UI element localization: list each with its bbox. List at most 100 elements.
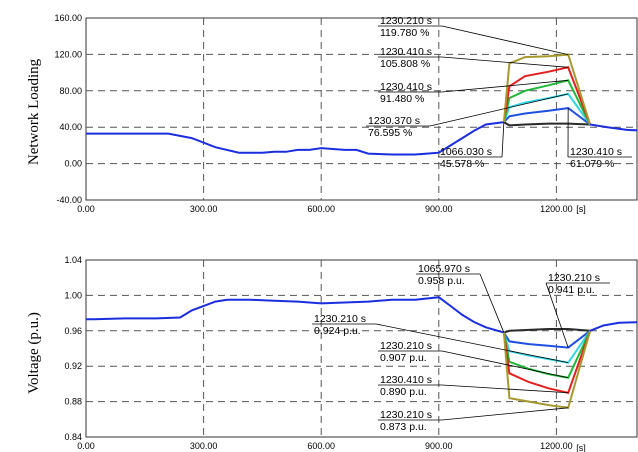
callout-time: 1230.410 s (380, 81, 432, 93)
callout-value: 0.907 p.u. (380, 352, 427, 364)
y-axis-label: Network Loading (26, 58, 42, 165)
callout-time: 1065.970 s (418, 263, 470, 275)
x-unit-label: [s] (576, 204, 586, 214)
x-tick-label: 300.00 (190, 204, 218, 214)
y-tick-label: 80.00 (59, 86, 82, 96)
callout-value: 0.958 p.u. (418, 275, 465, 287)
callout-value: 91.480 % (380, 93, 424, 105)
x-unit-label: [s] (576, 443, 586, 452)
y-tick-label: 0.92 (64, 361, 82, 371)
callout: 1230.210 s0.907 p.u. (378, 340, 569, 379)
y-tick-label: 160.00 (54, 13, 82, 23)
callout-leader (441, 384, 569, 394)
plot-frame (85, 259, 638, 438)
callout-leader (429, 93, 569, 127)
x-tick-label: 0.00 (77, 441, 95, 451)
callout-time: 1066.030 s (440, 146, 492, 158)
x-tick-label: 900.00 (425, 204, 453, 214)
grid (85, 17, 638, 201)
callout-leader (479, 273, 505, 333)
x-tick-label: 1200.00 (540, 441, 573, 451)
callout: 1230.410 s91.480 % (378, 79, 569, 105)
callout-leader (501, 122, 505, 158)
callout: 1065.970 s0.958 p.u. (416, 263, 505, 333)
callout-leader (441, 407, 569, 421)
series-line-3 (502, 79, 591, 125)
series-line-1 (503, 107, 591, 126)
callout-time: 1230.210 s (380, 15, 432, 27)
y-tick-label: 0.88 (64, 397, 82, 407)
y-tick-label: 0.84 (64, 432, 82, 442)
callout-value: 0.924 p.u. (314, 325, 361, 337)
callout-value: 0.873 p.u. (380, 421, 427, 433)
callout-time: 1230.410 s (570, 146, 622, 158)
callout-time: 1230.410 s (380, 46, 432, 58)
series-line-base (86, 121, 505, 156)
plot-lines (86, 53, 637, 156)
series-line-5 (502, 330, 592, 409)
plot-lines (86, 296, 637, 409)
callout-value: 76.595 % (368, 127, 412, 139)
y-tick-label: 120.00 (54, 49, 82, 59)
callout-value: 119.780 % (380, 27, 429, 39)
plot-frame (85, 17, 638, 201)
series-line-0 (503, 328, 591, 334)
callout: 1066.030 s45.578 % (438, 122, 505, 170)
callout-leader (441, 25, 569, 55)
series-line-2 (502, 330, 591, 364)
x-tick-label: 1200.00 (540, 204, 573, 214)
network-loading-panel: Network Loading 0.00 300.00 600.00 900.00 12… (26, 13, 638, 214)
y-tick-label: 0.96 (64, 326, 82, 336)
y-tick-label: -40.00 (56, 195, 82, 205)
series-line-tail (589, 321, 637, 332)
callout-leader (441, 56, 569, 68)
annotations: 1065.970 s0.958 p.u. 1230.210 s0.941 p.u.… (312, 263, 610, 433)
y-tick-label: 0.00 (64, 159, 82, 169)
x-tick-label: 900.00 (425, 441, 453, 451)
callout-leader (441, 350, 569, 379)
callout-value: 45.578 % (440, 158, 484, 170)
series-line-base (86, 296, 505, 334)
y-tick-labels: -40.00 0.00 40.00 80.00 120.00 160.00 (54, 13, 82, 205)
callout-value: 0.941 p.u. (548, 284, 595, 296)
callout-value: 105.808 % (380, 58, 430, 70)
callout-leader (545, 282, 569, 348)
callout-time: 1230.210 s (548, 272, 600, 284)
x-tick-label: 600.00 (307, 204, 335, 214)
series-line-0 (503, 121, 591, 127)
y-axis-label: Voltage (p.u.) (26, 312, 42, 394)
series-line-1 (503, 330, 591, 349)
callout: 1230.210 s0.924 p.u. (312, 313, 569, 364)
grid (85, 259, 638, 438)
y-tick-labels: 0.84 0.88 0.92 0.96 1.00 1.04 (64, 255, 82, 442)
y-tick-label: 1.04 (64, 255, 82, 265)
x-tick-label: 0.00 (77, 204, 95, 214)
series-line-4 (502, 66, 592, 125)
voltage-panel: Voltage (p.u.) 0.00 300.00 600.00 900.00 120… (26, 255, 638, 452)
callout-time: 1230.210 s (380, 340, 432, 352)
x-tick-label: 600.00 (307, 441, 335, 451)
y-tick-label: 40.00 (59, 122, 82, 132)
callout-value: 61.079 % (570, 158, 614, 170)
callout-value: 0.890 p.u. (380, 386, 427, 398)
x-tick-label: 300.00 (190, 441, 218, 451)
callout-time: 1230.210 s (314, 313, 366, 325)
callout-leader (375, 323, 569, 364)
callout-time: 1230.410 s (380, 374, 432, 386)
series-line-tail (589, 123, 637, 132)
series-line-5 (502, 53, 592, 125)
callout: 1230.370 s76.595 % (366, 93, 569, 139)
callout: 1230.410 s0.890 p.u. (378, 374, 569, 398)
y-tick-label: 1.00 (64, 290, 82, 300)
callout: 1230.210 s0.873 p.u. (378, 407, 569, 433)
callout: 1230.410 s61.079 % (567, 107, 632, 170)
callout-leader (441, 79, 569, 93)
series-line-3 (502, 330, 592, 379)
callout: 1230.210 s0.941 p.u. (545, 272, 610, 348)
